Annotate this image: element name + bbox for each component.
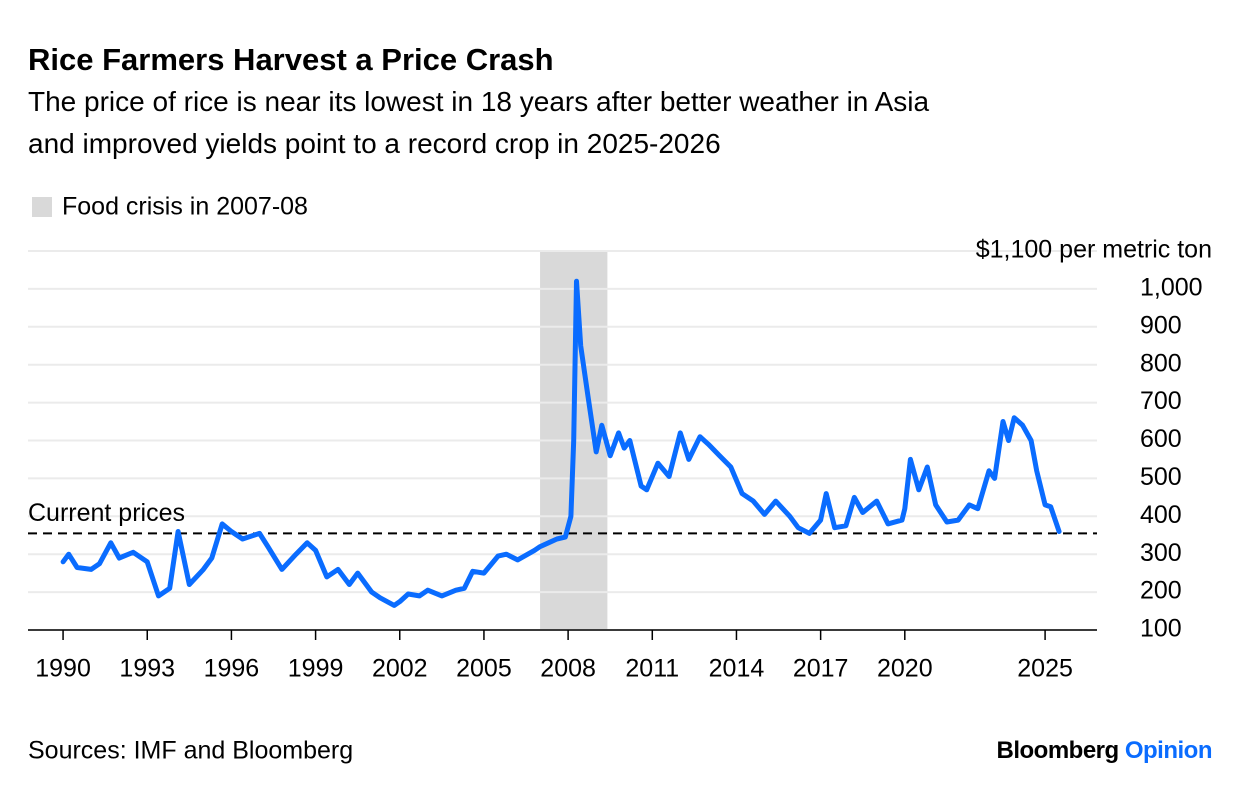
y-tick-label: 100 <box>1140 615 1182 643</box>
y-tick-label: 500 <box>1140 463 1182 491</box>
x-tick-label: 2005 <box>456 655 512 683</box>
y-tick-label: $1,100 per metric ton <box>976 236 1212 264</box>
x-tick-label: 2008 <box>540 655 596 683</box>
x-tick-label: 1996 <box>204 655 260 683</box>
x-tick-label: 2025 <box>1017 655 1073 683</box>
x-tick-label: 1999 <box>288 655 344 683</box>
x-tick-label: 2014 <box>709 655 765 683</box>
legend-swatch <box>32 197 52 217</box>
y-tick-label: 900 <box>1140 311 1182 339</box>
legend-label: Food crisis in 2007-08 <box>62 193 308 221</box>
brand-section: Opinion <box>1125 737 1212 764</box>
brand: Bloomberg Opinion <box>997 737 1213 764</box>
y-tick-label: 800 <box>1140 349 1182 377</box>
y-tick-label: 700 <box>1140 387 1182 415</box>
y-tick-label: 600 <box>1140 425 1182 453</box>
x-tick-label: 1990 <box>35 655 91 683</box>
x-tick-label: 1993 <box>119 655 175 683</box>
chart-title: Rice Farmers Harvest a Price Crash <box>28 42 554 77</box>
source: Sources: IMF and Bloomberg <box>28 737 353 765</box>
x-tick-label: 2017 <box>793 655 849 683</box>
y-tick-label: 400 <box>1140 501 1182 529</box>
reference-label: Current prices <box>28 499 185 527</box>
price-line <box>60 278 1062 608</box>
subtitle-line: The price of rice is near its lowest in … <box>28 86 930 117</box>
subtitle-line: and improved yields point to a record cr… <box>28 128 721 159</box>
brand-name: Bloomberg <box>997 737 1119 764</box>
x-tick-label: 2011 <box>625 655 679 683</box>
x-tick-label: 2020 <box>877 655 933 683</box>
y-tick-label: 1,000 <box>1140 274 1203 302</box>
chart-subtitle: The price of rice is near its lowest in … <box>28 86 930 159</box>
x-tick-label: 2002 <box>372 655 428 683</box>
y-tick-label: 300 <box>1140 539 1182 567</box>
y-tick-label: 200 <box>1140 577 1182 605</box>
